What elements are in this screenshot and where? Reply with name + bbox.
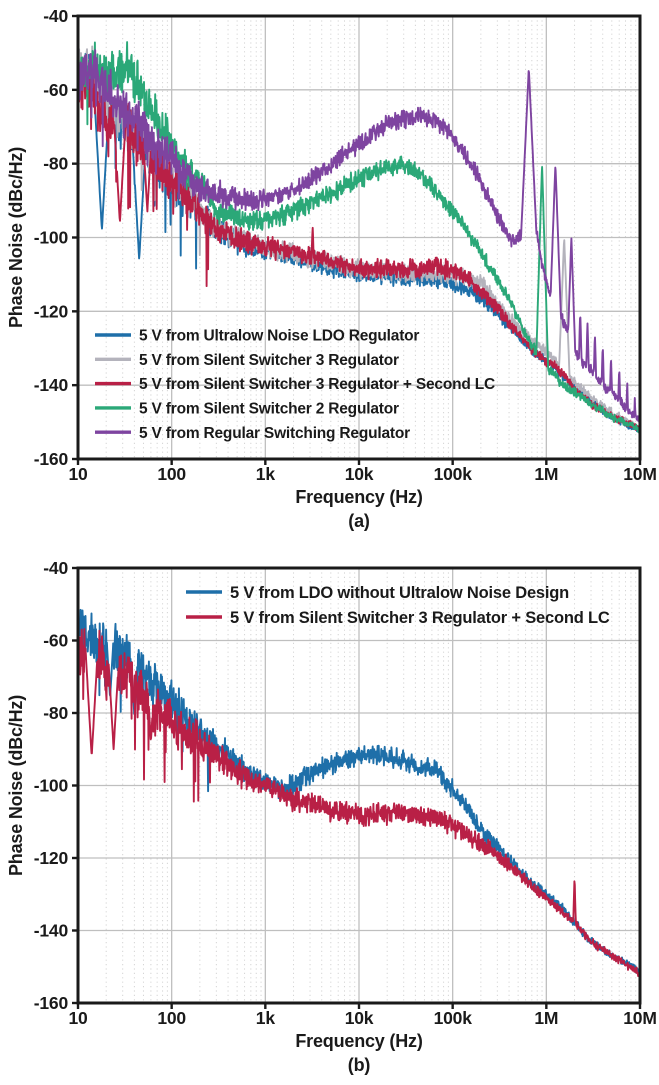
x-tick-label: 10k xyxy=(345,464,374,484)
y-tick-label: -60 xyxy=(43,80,68,100)
y-axis-label: Phase Noise (dBc/Hz) xyxy=(6,147,26,328)
y-tick-label: -40 xyxy=(43,558,68,578)
legend-label: 5 V from LDO without Ultralow Noise Desi… xyxy=(230,584,569,602)
legend-item: 5 V from LDO without Ultralow Noise Desi… xyxy=(186,584,569,602)
legend: 5 V from Ultralow Noise LDO Regulator 5 V… xyxy=(95,328,495,442)
x-tick-label: 100 xyxy=(157,1008,186,1028)
y-tick-label: -100 xyxy=(34,776,69,796)
y-tick-label: -120 xyxy=(34,848,69,868)
legend-item: 5 V from Silent Switcher 2 Regulator xyxy=(95,400,399,417)
x-axis-label: Frequency (Hz) xyxy=(295,1031,422,1051)
y-tick-label: -120 xyxy=(34,301,69,321)
x-tick-label: 10M xyxy=(623,464,656,484)
plot-area xyxy=(78,608,640,977)
series-line-5-v-from-silent-switcher-3-regulator-second-lc xyxy=(78,628,640,977)
y-tick-label: -160 xyxy=(34,993,69,1013)
legend-item: 5 V from Ultralow Noise LDO Regulator xyxy=(95,328,420,345)
series-line-5-v-from-regular-switching-regulator xyxy=(78,49,640,428)
y-tick-label: -40 xyxy=(43,6,68,26)
legend-item: 5 V from Regular Switching Regulator xyxy=(95,425,410,442)
y-tick-label: -160 xyxy=(34,449,69,469)
legend-item: 5 V from Silent Switcher 3 Regulator + S… xyxy=(186,609,610,627)
legend: 5 V from LDO without Ultralow Noise Desi… xyxy=(186,584,610,627)
x-axis-label: Frequency (Hz) xyxy=(295,487,422,507)
x-tick-label: 100 xyxy=(157,464,186,484)
chart-b: 10 100 1k 10k 100k 1M 10M -160 -140 -120 -100 -80 -6… xyxy=(0,540,659,1085)
legend-label: 5 V from Silent Switcher 2 Regulator xyxy=(139,400,399,417)
y-tick-label: -100 xyxy=(34,228,69,248)
legend-label: 5 V from Silent Switcher 3 Regulator + S… xyxy=(230,609,610,627)
axis-ticks: 10 100 1k 10k 100k 1M 10M -160 -140 -120 -100 -80 -6… xyxy=(34,558,657,1028)
y-tick-label: -140 xyxy=(34,921,69,941)
x-tick-label: 10 xyxy=(68,464,88,484)
y-tick-label: -60 xyxy=(43,631,68,651)
y-tick-label: -140 xyxy=(34,375,69,395)
x-tick-label: 1k xyxy=(256,464,276,484)
x-tick-label: 1k xyxy=(256,1008,276,1028)
x-tick-label: 100k xyxy=(434,1008,473,1028)
chart-caption: (a) xyxy=(348,511,370,531)
legend-label: 5 V from Silent Switcher 3 Regulator xyxy=(139,352,399,369)
y-axis-label: Phase Noise (dBc/Hz) xyxy=(6,695,26,876)
axis-ticks: 10 100 1k 10k 100k 1M 10M -160 -140 -120 -100 -80 -6… xyxy=(34,6,657,484)
legend-label: 5 V from Regular Switching Regulator xyxy=(139,425,410,442)
x-tick-label: 10 xyxy=(68,1008,88,1028)
legend-label: 5 V from Silent Switcher 3 Regulator + S… xyxy=(139,376,495,393)
x-tick-label: 10M xyxy=(623,1008,656,1028)
x-tick-label: 1M xyxy=(534,1008,558,1028)
x-tick-label: 100k xyxy=(434,464,473,484)
plot-area xyxy=(78,41,640,435)
y-tick-label: -80 xyxy=(43,703,68,723)
chart-caption: (b) xyxy=(348,1055,371,1075)
chart-a: 10 100 1k 10k 100k 1M 10M -160 -140 -120 -100 -80 -6… xyxy=(0,0,659,540)
y-tick-label: -80 xyxy=(43,154,68,174)
x-tick-label: 10k xyxy=(345,1008,374,1028)
legend-label: 5 V from Ultralow Noise LDO Regulator xyxy=(139,328,419,345)
x-tick-label: 1M xyxy=(534,464,558,484)
legend-item: 5 V from Silent Switcher 3 Regulator xyxy=(95,352,399,369)
legend-item: 5 V from Silent Switcher 3 Regulator + S… xyxy=(95,376,495,393)
